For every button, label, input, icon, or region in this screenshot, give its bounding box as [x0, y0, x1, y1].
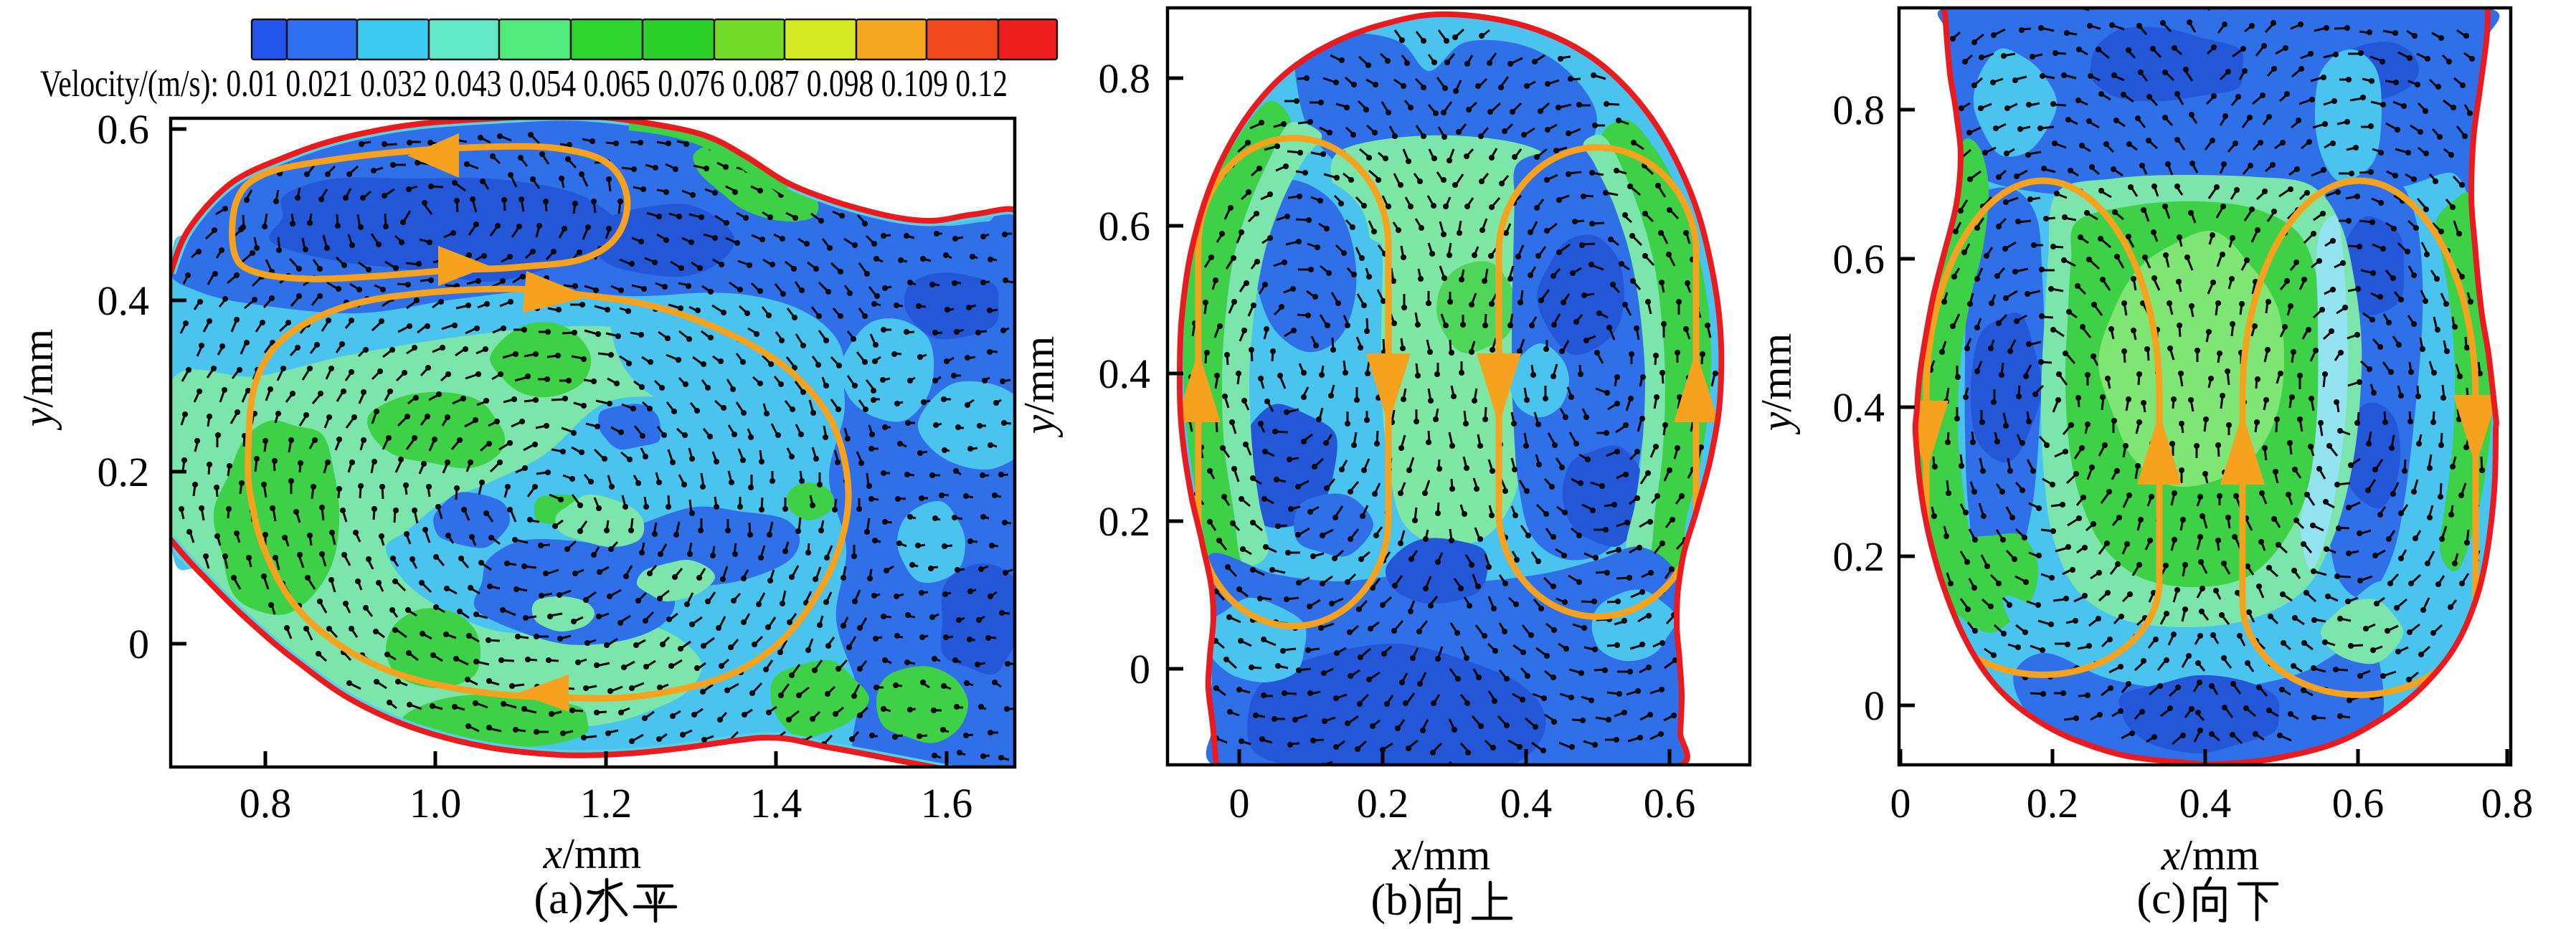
svg-text:x/mm: x/mm: [2161, 832, 2260, 879]
svg-text:Velocity/(m/s): 0.01 0.021 0.0: Velocity/(m/s): 0.01 0.021 0.032 0.043 0…: [40, 63, 1008, 105]
svg-text:0.6: 0.6: [2332, 780, 2385, 826]
svg-text:0.2: 0.2: [1099, 498, 1151, 545]
svg-text:0.2: 0.2: [2027, 780, 2079, 826]
svg-text:0.4: 0.4: [1099, 351, 1151, 397]
svg-text:x/mm: x/mm: [543, 830, 642, 877]
svg-text:0.2: 0.2: [1357, 780, 1409, 826]
svg-text:1.4: 1.4: [750, 780, 802, 826]
svg-text:0: 0: [1890, 780, 1911, 826]
svg-text:0.6: 0.6: [1644, 780, 1696, 826]
svg-text:0.8: 0.8: [2481, 780, 2534, 826]
svg-text:0.6: 0.6: [1833, 236, 1885, 282]
svg-text:0.4: 0.4: [98, 277, 150, 324]
svg-text:0.4: 0.4: [1500, 780, 1553, 826]
svg-text:0.6: 0.6: [98, 106, 150, 153]
svg-text:0: 0: [1864, 682, 1885, 729]
svg-text:(c): (c): [2137, 875, 2187, 923]
svg-text:0.2: 0.2: [1833, 533, 1885, 580]
svg-text:y/mm: y/mm: [1015, 336, 1063, 439]
svg-text:y/mm: y/mm: [1753, 333, 1800, 436]
svg-text:(a): (a): [534, 875, 584, 923]
svg-text:(b): (b): [1371, 876, 1423, 925]
svg-text:0: 0: [1229, 780, 1250, 826]
svg-text:0.8: 0.8: [1833, 87, 1885, 133]
svg-text:0.6: 0.6: [1099, 203, 1151, 249]
svg-text:x/mm: x/mm: [1392, 832, 1491, 879]
svg-text:0.8: 0.8: [240, 780, 292, 826]
svg-text:0.4: 0.4: [2179, 780, 2232, 826]
svg-text:0.4: 0.4: [1833, 384, 1885, 431]
svg-text:y/mm: y/mm: [14, 329, 62, 432]
svg-text:1.6: 1.6: [921, 780, 973, 826]
svg-text:1.2: 1.2: [580, 780, 633, 826]
svg-text:0.8: 0.8: [1099, 55, 1151, 102]
svg-text:0.2: 0.2: [98, 449, 150, 495]
svg-text:0: 0: [1130, 646, 1150, 692]
svg-text:1.0: 1.0: [409, 780, 462, 826]
svg-text:0: 0: [128, 621, 149, 667]
